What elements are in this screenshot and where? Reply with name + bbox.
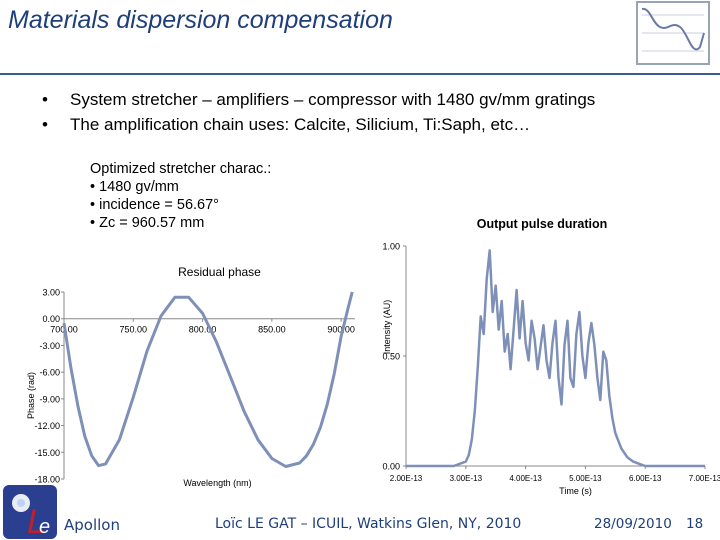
bullet-marker: • — [42, 90, 48, 109]
residual-phase-chart: Residual phase 3.00 0.00 -3.00 -6.00 -9.00 -12… — [26, 265, 355, 488]
apollon-laser-logo-icon: L e — [3, 485, 57, 539]
x-tick-label: 6.00E-13 — [629, 474, 662, 483]
phase-series-line — [62, 291, 354, 468]
y-tick-label: -15.00 — [34, 448, 60, 458]
y-tick-label: 3.00 — [42, 288, 60, 298]
slide-title: Materials dispersion compensation — [8, 6, 393, 34]
chart-title: Output pulse duration — [477, 217, 608, 231]
y-tick-label: -6.00 — [39, 368, 60, 378]
y-tick-label: 1.00 — [382, 242, 400, 252]
y-tick-label: 0.00 — [382, 462, 400, 472]
stretcher-note: Optimized stretcher charac.: • 1480 gv/m… — [90, 160, 271, 232]
pulse-series-line — [406, 249, 705, 468]
y-tick-label: 0.50 — [382, 352, 400, 362]
footer-author-event: Loïc LE GAT – ICUIL, Watkins Glen, NY, 2… — [215, 516, 522, 532]
y-axis-label: Phase (rad) — [26, 372, 36, 419]
y-tick-label: 0.00 — [42, 314, 60, 324]
y-tick-label: -18.00 — [34, 475, 60, 485]
x-tick-label: 2.00E-13 — [390, 474, 423, 483]
note-line: • 1480 gv/mm — [90, 179, 179, 195]
note-line: Optimized stretcher charac.: — [90, 161, 272, 177]
x-tick-label: 7.00E-13 — [689, 474, 720, 483]
page-number: 18 — [686, 516, 704, 532]
x-tick-label: 3.00E-13 — [450, 474, 483, 483]
x-tick-label: 4.00E-13 — [509, 474, 542, 483]
bullet-item: • System stretcher – amplifiers – compres… — [42, 90, 595, 115]
x-tick-label: 5.00E-13 — [569, 474, 602, 483]
note-line: • Zc = 960.57 mm — [90, 215, 205, 231]
x-tick-label: 900.00 — [327, 325, 355, 335]
footer-date: 28/09/2010 — [594, 516, 672, 532]
x-tick-label: 750.00 — [120, 325, 148, 335]
svg-text:e: e — [39, 516, 50, 538]
x-axis-label: Time (s) — [559, 486, 592, 496]
x-tick-label: 850.00 — [258, 325, 286, 335]
output-pulse-chart: Output pulse duration 0.00 0.50 1.00 2.00E-1… — [382, 217, 720, 496]
bullet-marker: • — [42, 115, 48, 134]
x-tick-label: 800.00 — [189, 325, 217, 335]
bullet-text: System stretcher – amplifiers – compress… — [70, 90, 596, 109]
bullet-text: The amplification chain uses: Calcite, S… — [70, 115, 531, 134]
y-tick-label: -9.00 — [39, 394, 60, 404]
y-tick-label: -12.00 — [34, 421, 60, 431]
bullet-list: • System stretcher – amplifiers – compres… — [42, 90, 595, 140]
bullet-item: • The amplification chain uses: Calcite, … — [42, 115, 595, 140]
title-divider — [0, 73, 720, 75]
phase-curve-logo-icon — [636, 1, 710, 65]
note-line: • incidence = 56.67° — [90, 197, 219, 213]
y-tick-label: -3.00 — [39, 341, 60, 351]
chart-title: Residual phase — [178, 265, 261, 279]
x-axis-label: Wavelength (nm) — [183, 478, 251, 488]
footer-organization: Apollon — [64, 516, 120, 534]
y-axis-label: Intensity (AU) — [382, 300, 392, 355]
svg-text:L: L — [27, 503, 46, 539]
